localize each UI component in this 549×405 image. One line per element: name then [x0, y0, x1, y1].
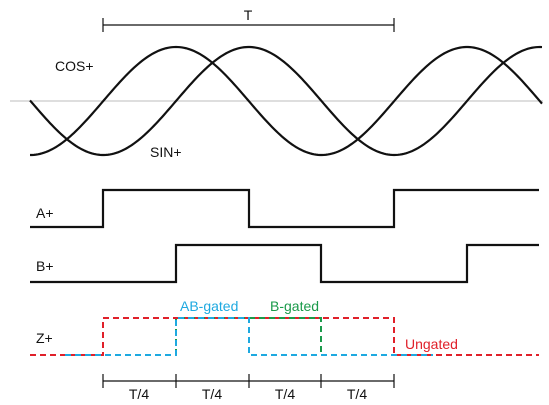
quarter-label-2: T/4	[202, 386, 222, 402]
sin-label: SIN+	[150, 144, 182, 160]
period-label: T	[244, 7, 253, 23]
z-ab-gated-waveform	[65, 317, 433, 356]
cos-label: COS+	[55, 58, 94, 74]
b-label: B+	[36, 258, 54, 274]
sin-waveform	[29, 45, 543, 157]
z-b-gated-waveform	[175, 317, 322, 355]
a-waveform	[30, 188, 539, 229]
quarter-label-4: T/4	[347, 386, 367, 402]
b-gated-label: B-gated	[270, 298, 319, 314]
cos-waveform	[29, 45, 543, 157]
z-label: Z+	[36, 330, 53, 346]
ungated-label: Ungated	[405, 336, 458, 352]
z-ungated-waveform	[30, 317, 539, 356]
ab-gated-label: AB-gated	[180, 298, 238, 314]
b-waveform	[30, 243, 539, 284]
quarter-dimension	[102, 374, 395, 388]
period-dimension	[102, 18, 395, 32]
quarter-label-3: T/4	[275, 386, 295, 402]
a-label: A+	[36, 205, 54, 221]
quarter-label-1: T/4	[129, 386, 149, 402]
